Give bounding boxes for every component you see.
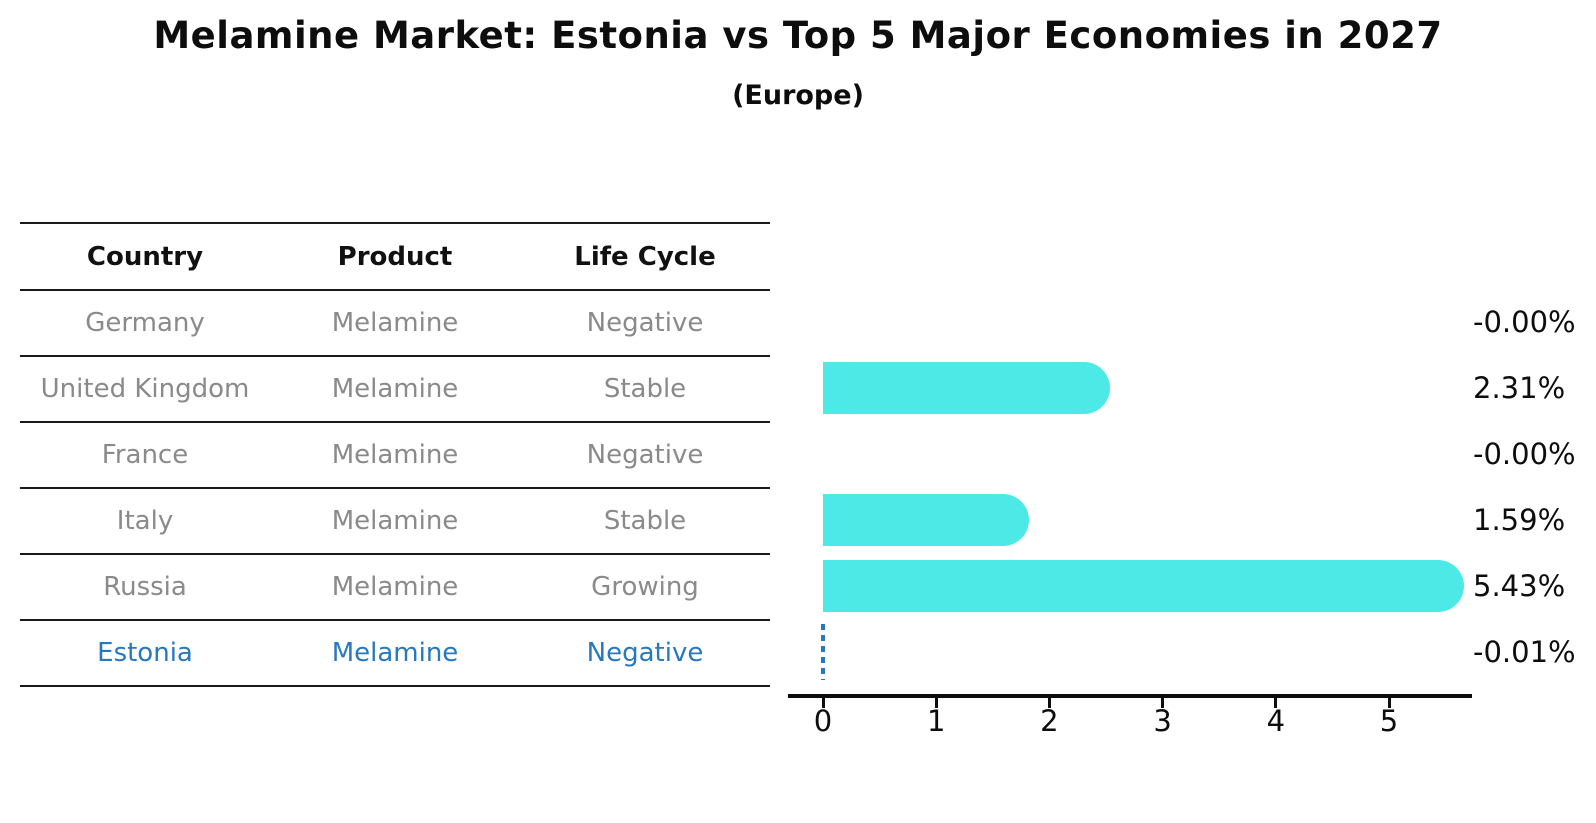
table-cell-product: Melamine bbox=[331, 308, 459, 338]
x-tick-mark bbox=[821, 698, 825, 708]
x-tick-mark bbox=[1047, 698, 1051, 708]
table-row-estonia: Estonia Melamine Negative bbox=[20, 621, 770, 685]
x-tick-mark bbox=[1387, 698, 1391, 708]
table-cell-country: United Kingdom bbox=[40, 374, 250, 404]
table-cell-country: France bbox=[101, 440, 189, 470]
x-tick-label: 1 bbox=[926, 704, 946, 738]
table-cell-product: Melamine bbox=[331, 506, 459, 536]
value-label-germany: -0.00% bbox=[1473, 305, 1576, 339]
x-tick-mark bbox=[1274, 698, 1278, 708]
table-cell-life_cycle: Negative bbox=[586, 308, 704, 338]
table-header-cell-product: Product bbox=[337, 241, 453, 272]
chart-subtitle: (Europe) bbox=[732, 80, 864, 111]
table-row-united-kingdom: United Kingdom Melamine Stable bbox=[20, 357, 770, 423]
table-cell-life_cycle: Negative bbox=[586, 440, 704, 470]
table-row-france: France Melamine Negative bbox=[20, 423, 770, 489]
table-header-cell-country: Country bbox=[86, 241, 204, 272]
value-label-italy: 1.59% bbox=[1473, 503, 1566, 537]
table-cell-product: Melamine bbox=[331, 440, 459, 470]
comparison-table: Country Product Life Cycle Germany Melamine… bbox=[20, 222, 770, 687]
table-cell-product: Melamine bbox=[331, 572, 459, 602]
table-cell-product: Melamine bbox=[331, 638, 459, 668]
table-cell-country: Estonia bbox=[97, 638, 193, 668]
value-label-russia: 5.43% bbox=[1473, 569, 1566, 603]
table-body: Germany Melamine Negative United Kingdom Mel… bbox=[20, 291, 770, 685]
table-cell-country: Germany bbox=[85, 308, 205, 338]
value-label-estonia: -0.01% bbox=[1473, 635, 1576, 669]
table-header-cell-life-cycle: Life Cycle bbox=[574, 241, 716, 272]
table-cell-country: Italy bbox=[116, 506, 174, 536]
table-cell-life_cycle: Stable bbox=[603, 506, 687, 536]
bar-united-kingdom bbox=[823, 362, 1111, 414]
estonia-dashed-bar bbox=[821, 624, 825, 680]
table-cell-country: Russia bbox=[103, 572, 187, 602]
x-axis-line bbox=[788, 694, 1472, 698]
table-row-italy: Italy Melamine Stable bbox=[20, 489, 770, 555]
x-tick-label: 5 bbox=[1379, 704, 1399, 738]
table-cell-product: Melamine bbox=[331, 374, 459, 404]
table-cell-life_cycle: Growing bbox=[591, 572, 699, 602]
table-cell-life_cycle: Negative bbox=[586, 638, 704, 668]
value-label-france: -0.00% bbox=[1473, 437, 1576, 471]
bar-russia bbox=[823, 560, 1464, 612]
x-tick-mark bbox=[934, 698, 938, 708]
x-tick-label: 4 bbox=[1266, 704, 1286, 738]
x-tick-label: 0 bbox=[813, 704, 833, 738]
x-tick-mark bbox=[1161, 698, 1165, 708]
table-row-russia: Russia Melamine Growing bbox=[20, 555, 770, 621]
table-cell-life_cycle: Stable bbox=[603, 374, 687, 404]
value-label-united-kingdom: 2.31% bbox=[1473, 371, 1566, 405]
table-row-germany: Germany Melamine Negative bbox=[20, 291, 770, 357]
x-tick-label: 2 bbox=[1040, 704, 1059, 738]
table-header-row: Country Product Life Cycle bbox=[20, 224, 770, 291]
chart-title: Melamine Market: Estonia vs Top 5 Major … bbox=[153, 14, 1443, 57]
x-tick-label: 3 bbox=[1153, 704, 1172, 738]
bar-italy bbox=[823, 494, 1029, 546]
